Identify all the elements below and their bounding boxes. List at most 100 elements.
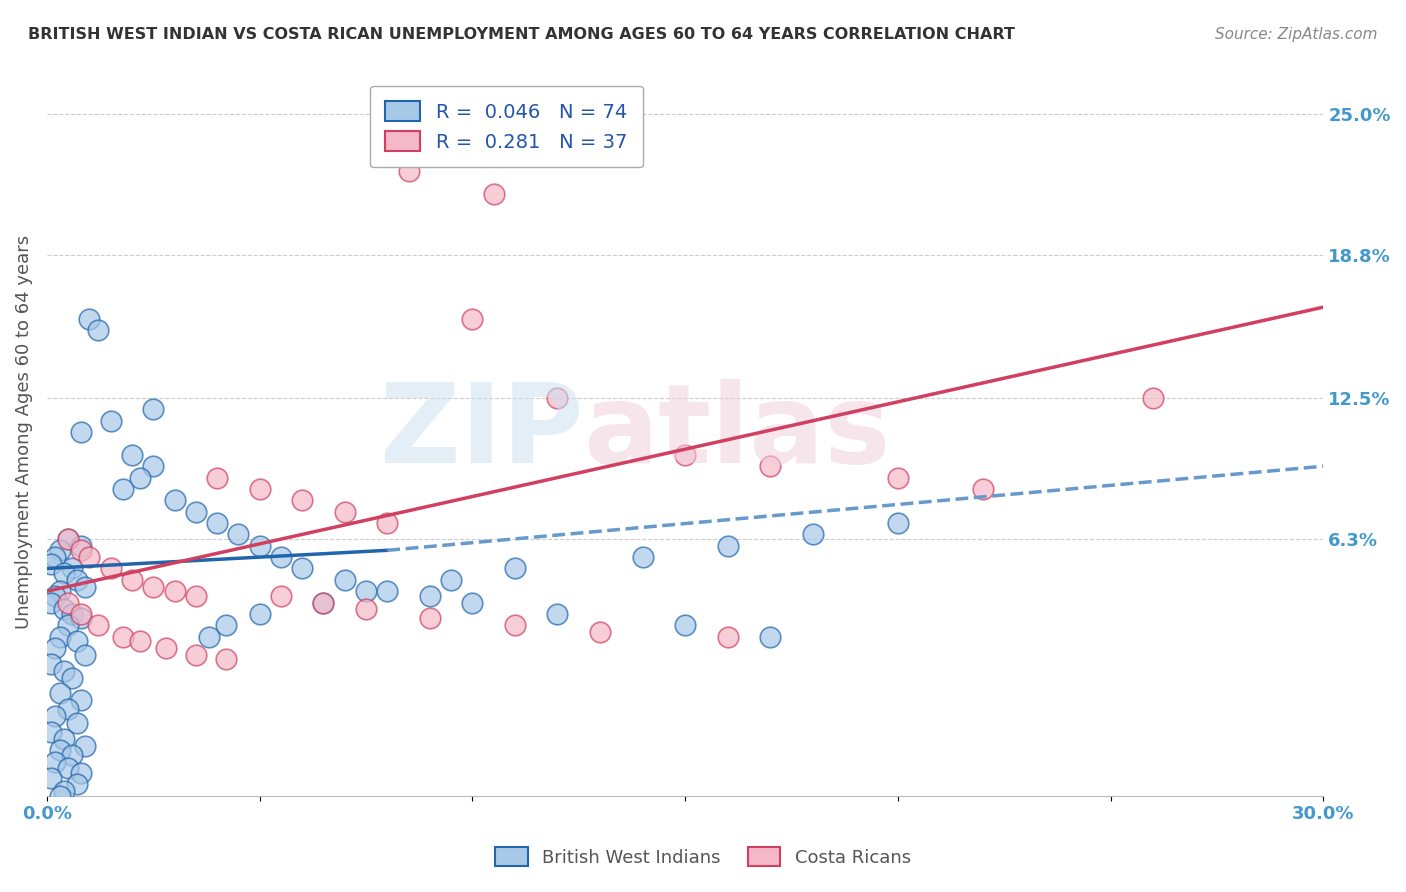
Point — [482, 186, 505, 201]
Point — [291, 493, 314, 508]
Point — [129, 470, 152, 484]
Point — [62, 607, 84, 621]
Point — [52, 664, 75, 678]
Point — [56, 702, 79, 716]
Y-axis label: Unemployment Among Ages 60 to 64 years: Unemployment Among Ages 60 to 64 years — [15, 235, 32, 629]
Point — [205, 470, 228, 484]
Point — [419, 589, 441, 603]
Point — [129, 634, 152, 648]
Point — [333, 573, 356, 587]
Point — [333, 505, 356, 519]
Point — [75, 739, 97, 753]
Point — [249, 607, 271, 621]
Point — [66, 573, 89, 587]
Legend: British West Indians, Costa Ricans: British West Indians, Costa Ricans — [488, 840, 918, 874]
Point — [503, 561, 526, 575]
Point — [249, 482, 271, 496]
Point — [142, 459, 165, 474]
Point — [66, 634, 89, 648]
Point — [312, 596, 335, 610]
Point — [291, 561, 314, 575]
Point — [70, 539, 93, 553]
Point — [312, 596, 335, 610]
Point — [184, 505, 207, 519]
Point — [52, 566, 75, 580]
Point — [87, 618, 110, 632]
Point — [589, 625, 612, 640]
Point — [717, 630, 740, 644]
Point — [112, 630, 135, 644]
Point — [249, 539, 271, 553]
Point — [44, 755, 66, 769]
Point — [163, 493, 186, 508]
Point — [354, 602, 377, 616]
Point — [155, 640, 177, 655]
Point — [87, 323, 110, 337]
Point — [48, 630, 70, 644]
Point — [1142, 391, 1164, 405]
Point — [759, 459, 782, 474]
Point — [56, 532, 79, 546]
Point — [184, 648, 207, 662]
Point — [48, 686, 70, 700]
Point — [887, 516, 910, 530]
Point — [375, 516, 398, 530]
Point — [62, 561, 84, 575]
Point — [214, 618, 236, 632]
Point — [79, 550, 101, 565]
Point — [717, 539, 740, 553]
Point — [48, 543, 70, 558]
Point — [39, 657, 62, 671]
Point — [759, 630, 782, 644]
Point — [66, 777, 89, 791]
Point — [39, 596, 62, 610]
Text: Source: ZipAtlas.com: Source: ZipAtlas.com — [1215, 27, 1378, 42]
Point — [39, 725, 62, 739]
Point — [972, 482, 994, 496]
Legend: R =  0.046   N = 74, R =  0.281   N = 37: R = 0.046 N = 74, R = 0.281 N = 37 — [370, 86, 643, 168]
Point — [121, 448, 143, 462]
Point — [228, 527, 250, 541]
Point — [503, 618, 526, 632]
Point — [214, 652, 236, 666]
Point — [461, 311, 484, 326]
Point — [100, 414, 122, 428]
Point — [801, 527, 824, 541]
Point — [70, 611, 93, 625]
Point — [547, 607, 569, 621]
Point — [197, 630, 219, 644]
Point — [440, 573, 463, 587]
Point — [39, 557, 62, 571]
Point — [70, 693, 93, 707]
Point — [56, 596, 79, 610]
Point — [39, 771, 62, 785]
Point — [673, 618, 696, 632]
Point — [48, 584, 70, 599]
Text: atlas: atlas — [583, 378, 890, 485]
Point — [44, 709, 66, 723]
Point — [52, 784, 75, 798]
Point — [66, 716, 89, 731]
Point — [163, 584, 186, 599]
Point — [205, 516, 228, 530]
Point — [44, 640, 66, 655]
Point — [48, 789, 70, 803]
Point — [52, 602, 75, 616]
Point — [48, 743, 70, 757]
Point — [56, 618, 79, 632]
Point — [887, 470, 910, 484]
Point — [142, 580, 165, 594]
Point — [44, 550, 66, 565]
Text: BRITISH WEST INDIAN VS COSTA RICAN UNEMPLOYMENT AMONG AGES 60 TO 64 YEARS CORREL: BRITISH WEST INDIAN VS COSTA RICAN UNEMP… — [28, 27, 1015, 42]
Point — [112, 482, 135, 496]
Point — [375, 584, 398, 599]
Point — [56, 532, 79, 546]
Point — [398, 163, 420, 178]
Point — [52, 731, 75, 746]
Point — [70, 766, 93, 780]
Point — [75, 648, 97, 662]
Point — [44, 589, 66, 603]
Point — [62, 671, 84, 685]
Point — [70, 425, 93, 439]
Point — [631, 550, 654, 565]
